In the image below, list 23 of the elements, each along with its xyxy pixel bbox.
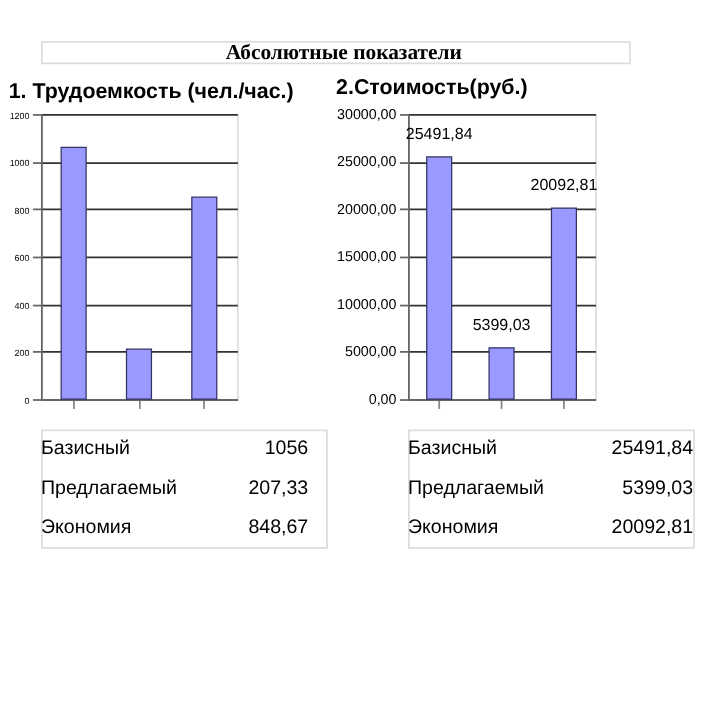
text: 1056 bbox=[264, 438, 310, 461]
text: 20092,81 bbox=[611, 516, 694, 539]
text: 207,33 bbox=[248, 477, 310, 500]
text: Экономия bbox=[40, 516, 132, 539]
bar bbox=[426, 156, 453, 400]
bar bbox=[488, 347, 515, 400]
text: 848,67 bbox=[248, 516, 309, 539]
text: Предлагаемый bbox=[408, 477, 545, 500]
text: Базисный bbox=[408, 438, 497, 461]
bar bbox=[125, 348, 153, 400]
chart-title: 1. Трудоемкость (чел./час.) bbox=[8, 80, 295, 105]
data-label: 20092,81 bbox=[530, 176, 599, 195]
chart-title: 2.Стоимость(руб.) bbox=[336, 76, 529, 101]
text: Абсолютные показатели bbox=[225, 40, 462, 65]
bar bbox=[550, 207, 578, 400]
text: Экономия bbox=[408, 516, 499, 539]
text: Предлагаемый bbox=[40, 477, 178, 500]
data-label: 5399,03 bbox=[472, 316, 532, 334]
text: 5399,03 bbox=[622, 477, 695, 500]
bar bbox=[191, 196, 218, 400]
bar bbox=[60, 146, 87, 400]
text: Базисный bbox=[40, 438, 130, 461]
text: 25491,84 bbox=[611, 438, 695, 461]
